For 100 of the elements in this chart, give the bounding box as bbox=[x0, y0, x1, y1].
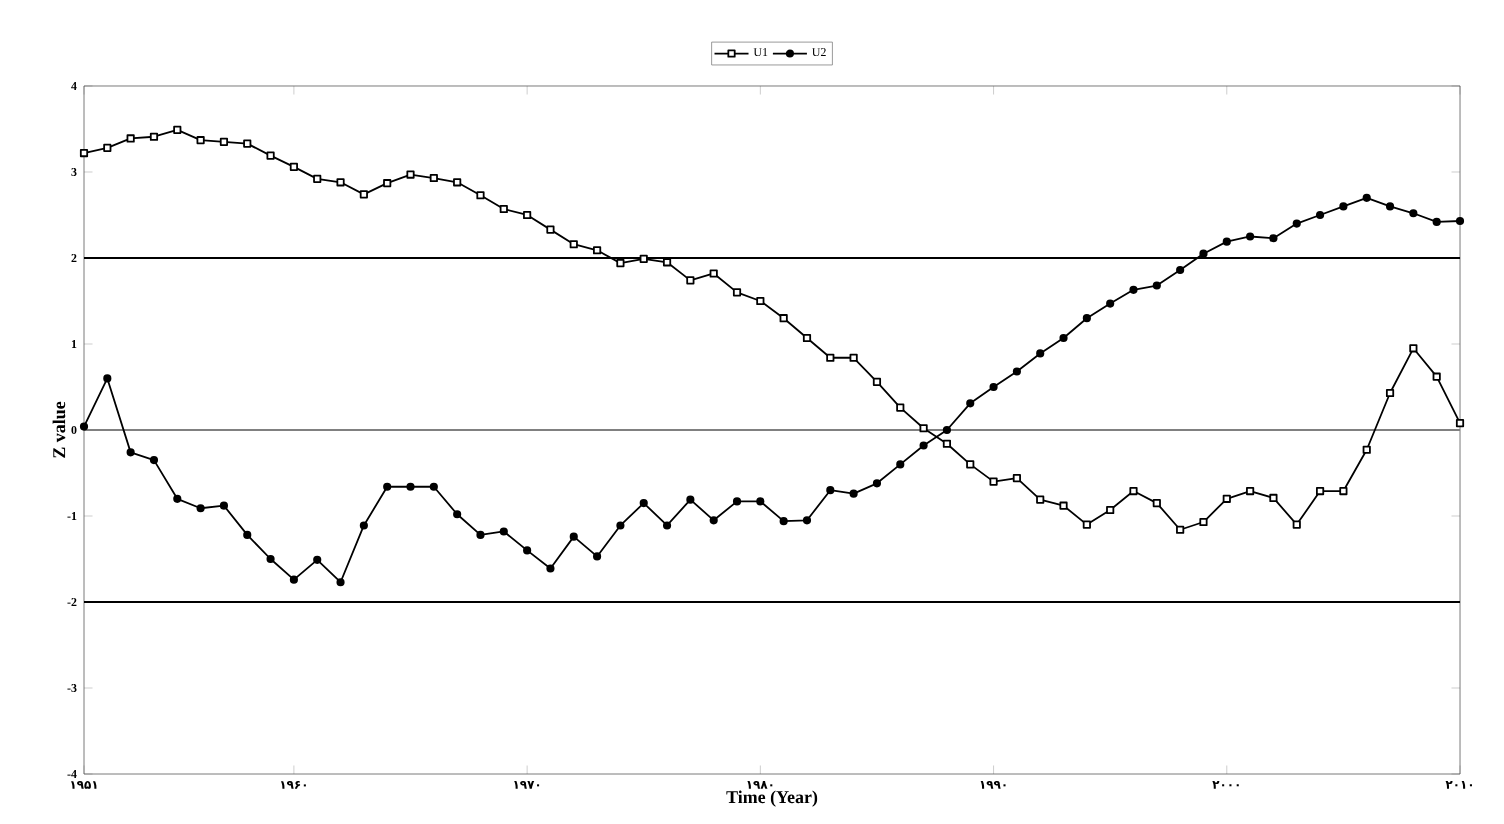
point bbox=[1036, 349, 1045, 358]
point bbox=[453, 510, 462, 519]
point bbox=[103, 143, 112, 152]
point bbox=[1315, 210, 1325, 220]
point bbox=[756, 296, 765, 306]
point bbox=[686, 276, 695, 285]
point bbox=[1106, 299, 1115, 308]
point bbox=[826, 486, 835, 495]
point bbox=[219, 501, 229, 510]
point bbox=[1362, 193, 1371, 202]
point bbox=[1012, 367, 1021, 376]
point bbox=[826, 353, 835, 362]
point bbox=[1222, 494, 1231, 503]
point bbox=[1339, 486, 1348, 496]
point bbox=[1129, 285, 1138, 294]
point bbox=[359, 190, 368, 199]
point bbox=[1199, 517, 1208, 527]
point bbox=[266, 554, 275, 564]
point bbox=[1199, 249, 1208, 258]
point bbox=[662, 258, 672, 267]
point bbox=[662, 521, 672, 530]
point bbox=[1292, 520, 1301, 529]
point bbox=[173, 125, 182, 134]
point bbox=[149, 456, 159, 465]
point bbox=[126, 448, 135, 457]
point bbox=[1315, 486, 1325, 496]
point bbox=[429, 173, 438, 183]
point bbox=[243, 530, 252, 540]
point bbox=[173, 494, 182, 503]
point bbox=[79, 148, 89, 158]
point bbox=[1269, 493, 1278, 503]
point bbox=[523, 210, 532, 220]
point bbox=[243, 139, 252, 148]
point bbox=[709, 516, 718, 525]
point bbox=[1152, 499, 1161, 508]
point bbox=[126, 134, 135, 143]
x-axis-title: Time (Year) bbox=[726, 790, 818, 807]
point bbox=[266, 151, 275, 160]
point bbox=[453, 178, 462, 187]
point bbox=[1409, 344, 1418, 353]
point bbox=[1106, 505, 1115, 515]
point bbox=[103, 374, 112, 383]
point bbox=[196, 136, 205, 145]
point bbox=[872, 377, 882, 386]
point bbox=[732, 497, 742, 506]
point bbox=[383, 482, 392, 491]
point bbox=[1455, 216, 1465, 226]
point bbox=[802, 516, 812, 525]
point bbox=[919, 424, 928, 433]
y-axis-title: Z value bbox=[52, 401, 66, 458]
point bbox=[196, 504, 205, 513]
point bbox=[1036, 495, 1045, 504]
point bbox=[1082, 520, 1091, 529]
point bbox=[802, 333, 812, 343]
point bbox=[476, 530, 485, 540]
point bbox=[499, 527, 508, 536]
point bbox=[896, 460, 905, 469]
point bbox=[1339, 202, 1348, 211]
point bbox=[359, 521, 368, 530]
point bbox=[1385, 388, 1395, 398]
point bbox=[849, 353, 858, 362]
point bbox=[499, 204, 508, 214]
point bbox=[919, 441, 928, 450]
point bbox=[1152, 281, 1161, 290]
point bbox=[149, 132, 159, 141]
point bbox=[1409, 209, 1418, 218]
point bbox=[756, 497, 765, 506]
point bbox=[1082, 314, 1091, 323]
point bbox=[219, 137, 229, 146]
point bbox=[779, 517, 788, 526]
point bbox=[1432, 372, 1441, 381]
point bbox=[639, 499, 648, 508]
point bbox=[1059, 333, 1068, 343]
point bbox=[942, 439, 952, 448]
point bbox=[406, 482, 415, 491]
point bbox=[616, 521, 625, 530]
point bbox=[593, 552, 602, 561]
point bbox=[639, 254, 648, 263]
point bbox=[1012, 474, 1021, 483]
point bbox=[1222, 237, 1231, 246]
point bbox=[406, 170, 415, 179]
point bbox=[79, 422, 89, 431]
point bbox=[569, 240, 578, 249]
point bbox=[1129, 486, 1138, 496]
point bbox=[616, 259, 625, 268]
point bbox=[1432, 217, 1441, 226]
point bbox=[383, 179, 392, 188]
point bbox=[1176, 525, 1185, 534]
point bbox=[1385, 202, 1395, 211]
point bbox=[523, 546, 532, 555]
point bbox=[849, 489, 858, 498]
point bbox=[476, 191, 485, 200]
point bbox=[942, 425, 952, 435]
point bbox=[686, 495, 695, 504]
point bbox=[593, 246, 602, 255]
point bbox=[289, 162, 298, 171]
point bbox=[1176, 265, 1185, 275]
point bbox=[1059, 501, 1068, 510]
point bbox=[1362, 445, 1371, 454]
point bbox=[546, 564, 555, 573]
